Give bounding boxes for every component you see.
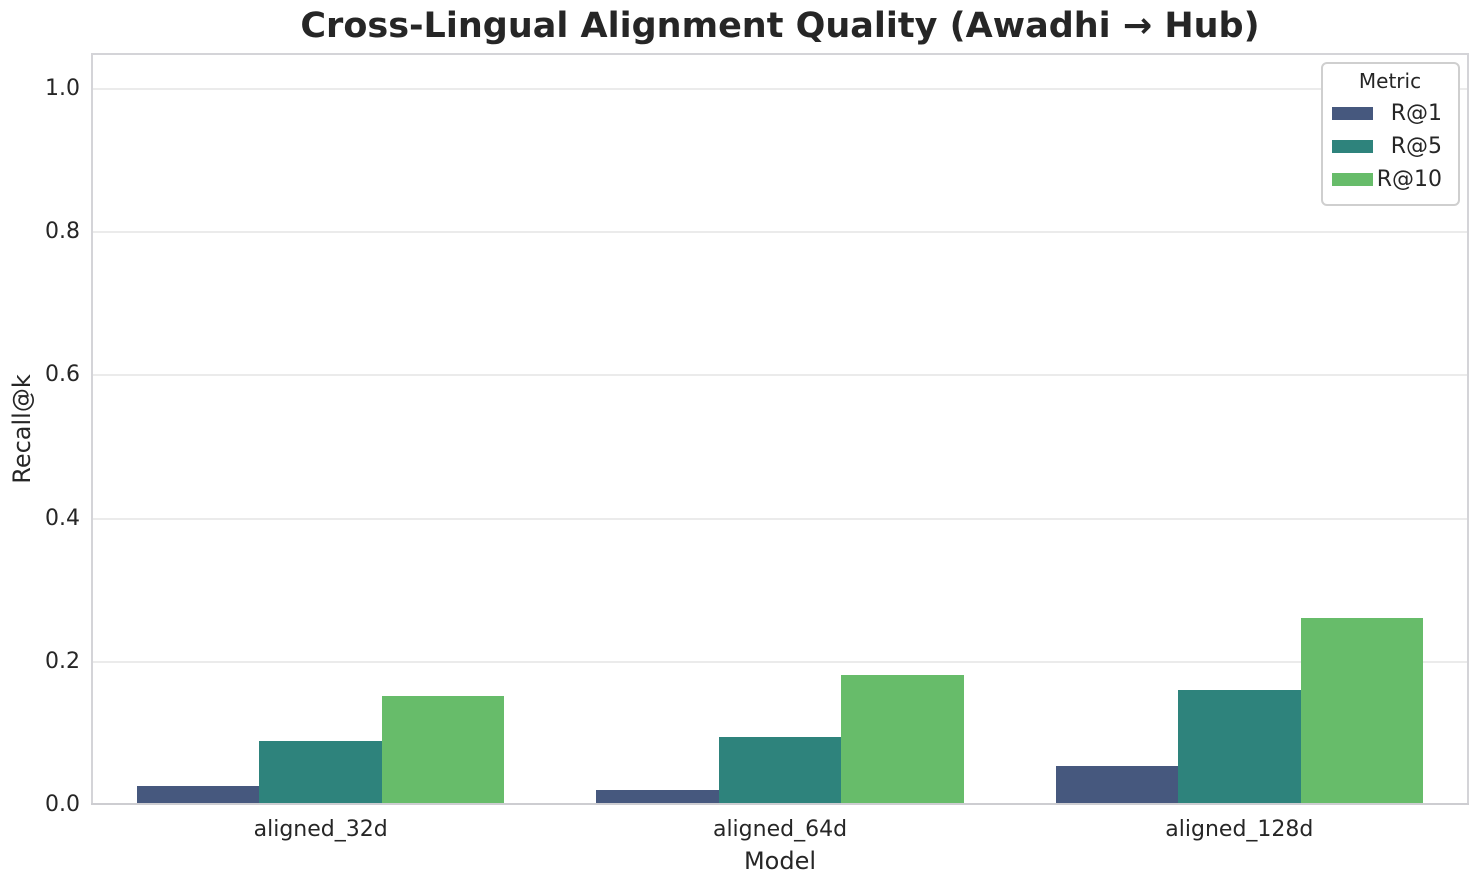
- legend-title: Metric: [1358, 69, 1422, 93]
- y-tick-label-0.2: 0.2: [45, 648, 80, 674]
- legend-label-r1: R@1: [1390, 101, 1442, 126]
- bar-R@10-aligned_128d: [1300, 618, 1424, 805]
- gridline-y-0.4: [91, 517, 1469, 520]
- bar-R@1-aligned_64d: [596, 789, 719, 805]
- gridline-y-0.2: [91, 660, 1469, 663]
- legend-swatch-r10-icon: [1332, 173, 1373, 186]
- gridline-y-0.8: [91, 231, 1469, 234]
- plot-spine-left: [91, 53, 93, 805]
- y-tick-label-0.4: 0.4: [45, 505, 80, 531]
- gridline-y-1.0: [91, 87, 1469, 90]
- y-tick-label-1.0: 1.0: [45, 75, 80, 101]
- plot-area: [91, 53, 1469, 805]
- bar-R@5-aligned_128d: [1178, 689, 1301, 805]
- legend-entry-r1: R@1: [1332, 101, 1448, 126]
- bar-R@5-aligned_32d: [259, 740, 382, 805]
- x-tick-label-aligned_128d: aligned_128d: [1165, 817, 1314, 842]
- x-axis-label: Model: [743, 847, 817, 875]
- legend: Metric R@1 R@5 R@10: [1321, 62, 1460, 206]
- legend-label-r5: R@5: [1390, 134, 1442, 159]
- bar-R@10-aligned_32d: [381, 696, 505, 805]
- bar-R@1-aligned_128d: [1055, 765, 1179, 805]
- x-axis-line: [91, 803, 1469, 805]
- legend-entry-r5: R@5: [1332, 134, 1448, 159]
- plot-spine-top: [91, 53, 1469, 55]
- bar-R@10-aligned_64d: [841, 674, 964, 805]
- y-tick-label-0.8: 0.8: [45, 219, 80, 245]
- chart-title: Cross-Lingual Alignment Quality (Awadhi …: [300, 6, 1260, 46]
- x-tick-label-aligned_64d: aligned_64d: [712, 817, 848, 842]
- legend-entry-r10: R@10: [1332, 167, 1448, 192]
- legend-label-r10: R@10: [1376, 167, 1442, 192]
- y-axis-label: Recall@k: [8, 374, 36, 484]
- legend-swatch-r1-icon: [1332, 107, 1373, 120]
- gridline-y-0.6: [91, 374, 1469, 377]
- y-tick-label-0.6: 0.6: [45, 362, 80, 388]
- plot-spine-right: [1467, 53, 1469, 805]
- y-tick-label-0.0: 0.0: [45, 792, 80, 817]
- x-tick-label-aligned_32d: aligned_32d: [253, 817, 388, 842]
- legend-swatch-r5-icon: [1332, 140, 1373, 153]
- bar-R@1-aligned_32d: [136, 785, 260, 805]
- bar-R@5-aligned_64d: [718, 736, 842, 805]
